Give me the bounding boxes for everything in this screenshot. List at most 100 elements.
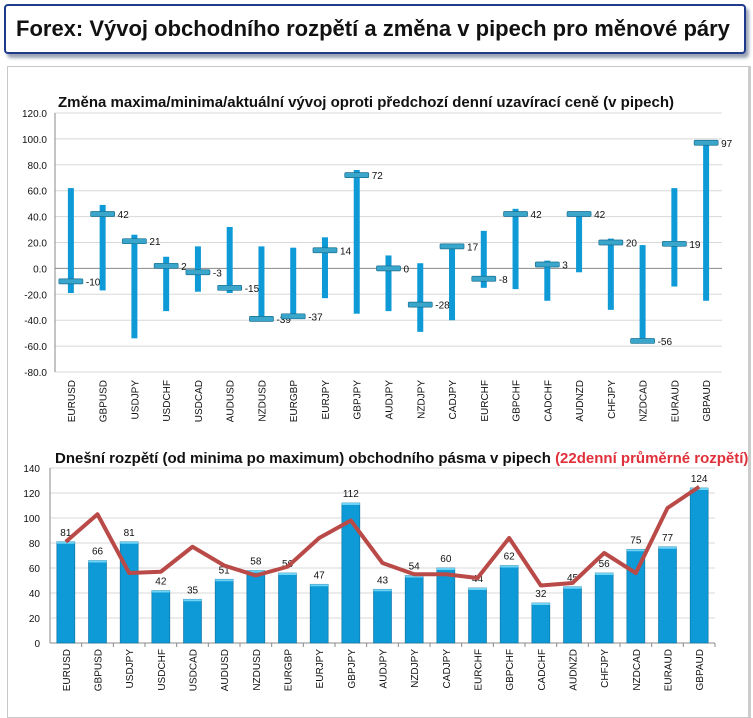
range-bar [544, 260, 551, 301]
bar-highlight [183, 599, 202, 602]
bar-highlight [563, 586, 582, 589]
data-label: 54 [409, 562, 421, 573]
data-label: 56 [599, 559, 611, 570]
bar-highlight [531, 603, 550, 605]
data-label: -28 [435, 301, 450, 312]
data-label: 17 [467, 242, 479, 253]
data-label: 97 [721, 139, 733, 150]
range-bar [131, 234, 138, 339]
x-tick-label: CADCHF [543, 380, 554, 422]
chart2-title-main: Dnešní rozpětí (od minima po maximum) ob… [55, 450, 551, 467]
x-tick-label: GBPCHF [512, 380, 523, 422]
bar-highlight [310, 584, 329, 587]
bar-highlight [246, 570, 265, 573]
bar-highlight [626, 549, 645, 552]
bar [594, 572, 614, 644]
data-label: 66 [92, 547, 104, 558]
data-label: 112 [343, 489, 359, 500]
data-label: 42 [118, 210, 130, 221]
x-tick-label: EURUSD [62, 649, 73, 691]
data-label: 0 [404, 264, 410, 275]
bar-highlight [56, 541, 75, 544]
x-tick-label: USDCAD [189, 649, 200, 691]
x-tick-label: EURJPY [321, 380, 332, 420]
range-bar [290, 247, 297, 317]
range-bar [639, 245, 646, 341]
x-tick-label: GBPJPY [353, 380, 364, 420]
x-tick-label: GBPJPY [347, 649, 358, 689]
data-label: 42 [155, 577, 167, 588]
x-tick-label: USDJPY [130, 380, 141, 420]
current-marker [58, 278, 84, 285]
chart2-title: Dnešní rozpětí (od minima po maximum) ob… [55, 450, 748, 467]
y-tick-label: 100.0 [22, 135, 47, 146]
bar [309, 583, 329, 644]
range-bar [671, 188, 678, 287]
x-tick-label: EURCHF [474, 649, 485, 691]
current-marker [471, 275, 497, 282]
bar-highlight [151, 590, 170, 593]
x-tick-label: AUDNZD [569, 649, 580, 691]
bar [404, 575, 424, 644]
current-marker [185, 269, 211, 276]
bar-highlight [468, 588, 487, 590]
bar [499, 565, 519, 644]
x-tick-label: CADJPY [448, 380, 459, 420]
x-tick-label: USDCAD [194, 380, 205, 422]
y-tick-label: 120.0 [22, 109, 47, 120]
data-label: 124 [691, 474, 708, 485]
bar [183, 598, 202, 644]
bar [246, 570, 266, 644]
data-label: 60 [440, 554, 452, 565]
bar [151, 590, 171, 644]
y-tick-label: 60 [29, 564, 41, 575]
current-marker [407, 301, 433, 308]
x-tick-label: EURGBP [289, 380, 300, 423]
range-bar [321, 237, 328, 299]
bar-highlight [500, 565, 519, 568]
page-header: Forex: Vývoj obchodního rozpětí a změna … [4, 4, 746, 54]
bar [436, 567, 456, 644]
y-tick-label: -80.0 [24, 368, 47, 379]
data-label: -8 [499, 275, 508, 286]
bar [214, 578, 234, 644]
current-marker [122, 238, 147, 245]
x-tick-label: GBPAUD [702, 380, 713, 422]
range-bar [67, 188, 74, 294]
x-tick-label: EURJPY [315, 649, 326, 689]
y-tick-label: 20.0 [28, 239, 48, 250]
x-tick-label: NZDCAD [632, 649, 643, 691]
bar-highlight [88, 560, 107, 563]
y-tick-label: 60.0 [28, 187, 48, 198]
y-tick-label: 0.0 [33, 264, 47, 275]
chart1-title: Změna maxima/minima/aktuální vývoj oprot… [58, 94, 674, 111]
data-label: -56 [658, 337, 673, 348]
x-tick-label: EURAUD [670, 380, 681, 422]
x-tick-label: USDJPY [125, 649, 136, 689]
x-tick-label: AUDJPY [385, 380, 396, 420]
data-label: -10 [86, 277, 101, 288]
current-marker [630, 338, 655, 344]
range-bar [449, 243, 456, 321]
current-marker [344, 172, 370, 179]
x-tick-label: NZDJPY [416, 380, 427, 419]
range-bar [258, 246, 265, 319]
data-label: 42 [531, 210, 543, 221]
bar-highlight [595, 573, 614, 575]
bar-highlight [373, 589, 392, 592]
x-tick-label: USDCHF [157, 649, 168, 691]
x-tick-label: EURUSD [67, 380, 78, 422]
bar-highlight [278, 573, 297, 575]
data-label: 42 [594, 210, 606, 221]
bar-highlight [341, 503, 360, 505]
bar [689, 487, 709, 644]
current-marker [693, 139, 719, 146]
range-bar [576, 214, 583, 273]
range-bar [417, 263, 424, 332]
y-tick-label: 140 [23, 464, 40, 475]
current-marker [503, 211, 528, 217]
current-marker [566, 211, 592, 217]
y-tick-label: 20 [29, 614, 41, 625]
page-title: Forex: Vývoj obchodního rozpětí a změna … [16, 16, 730, 41]
